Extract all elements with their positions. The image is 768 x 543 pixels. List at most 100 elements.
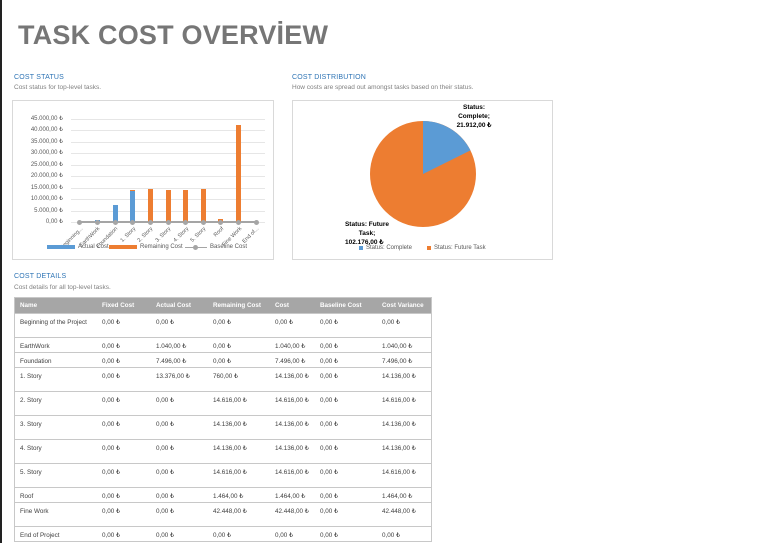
pie-label-future: Status: Future Task; 102.176,00 ₺ <box>344 221 390 246</box>
cell-value: 0,00 ₺ <box>315 313 377 338</box>
cell-task-name: EarthWork <box>14 337 97 353</box>
cell-task-name: 3. Story <box>14 415 97 440</box>
cell-value: 0,00 ₺ <box>151 415 208 440</box>
cell-task-name: End of Project <box>14 526 97 542</box>
cell-value: 0,00 ₺ <box>151 502 208 527</box>
column-header-actual-cost: Actual Cost <box>151 297 208 314</box>
legend-swatch-remaining <box>109 245 137 249</box>
y-axis-tick: 25.000,00 ₺ <box>30 161 63 168</box>
legend-swatch-actual <box>47 245 75 249</box>
gridline <box>71 164 265 166</box>
cell-value: 0,00 ₺ <box>208 313 270 338</box>
y-axis-tick: 35.000,00 ₺ <box>30 138 63 145</box>
cell-value: 0,00 ₺ <box>270 313 315 338</box>
baseline-point <box>236 219 242 225</box>
baseline-point <box>77 219 83 225</box>
pie-label-complete: Status: Complete; 21.912,00 ₺ <box>456 104 492 129</box>
gridline <box>71 141 265 143</box>
cell-value: 0,00 ₺ <box>97 313 151 338</box>
cell-value: 0,00 ₺ <box>377 526 432 542</box>
legend-baseline-cost: Baseline Cost <box>185 244 247 250</box>
cost-details-heading: COST DETAILS <box>14 273 67 280</box>
cell-value: 0,00 ₺ <box>208 337 270 353</box>
baseline-point <box>165 219 171 225</box>
gridline <box>71 119 265 120</box>
cell-value: 0,00 ₺ <box>151 463 208 488</box>
table-row: 2. Story 0,00 ₺ 0,00 ₺ 14.616,00 ₺ 14.616,00… <box>14 391 432 416</box>
baseline-point <box>183 219 189 225</box>
cell-task-name: Beginning of the Project <box>14 313 97 338</box>
bar-remaining-cost <box>183 189 189 222</box>
cell-task-name: Fine Work <box>14 502 97 527</box>
cell-value: 14.136,00 ₺ <box>270 415 315 440</box>
y-axis-tick: 15.000,00 ₺ <box>30 184 63 191</box>
cell-value: 760,00 ₺ <box>208 367 270 392</box>
cell-value: 0,00 ₺ <box>151 313 208 338</box>
cell-value: 0,00 ₺ <box>97 391 151 416</box>
cost-status-heading: COST STATUS <box>14 74 65 81</box>
cell-value: 0,00 ₺ <box>315 391 377 416</box>
cell-value: 0,00 ₺ <box>151 391 208 416</box>
cost-distribution-heading: COST DISTRIBUTION <box>292 74 367 81</box>
gridline <box>71 176 265 178</box>
cell-value: 0,00 ₺ <box>315 526 377 542</box>
bar-actual-cost <box>130 191 136 222</box>
column-header-baseline-cost: Baseline Cost <box>315 297 377 314</box>
legend-label: Baseline Cost <box>210 244 248 250</box>
cell-task-name: 2. Story <box>14 391 97 416</box>
cell-value: 14.136,00 ₺ <box>377 439 432 464</box>
cell-value: 14.616,00 ₺ <box>377 463 432 488</box>
gridline <box>71 153 265 155</box>
cell-value: 0,00 ₺ <box>151 487 208 503</box>
baseline-point <box>130 219 136 225</box>
cell-value: 14.616,00 ₺ <box>208 391 270 416</box>
column-header-cost-variance: Cost Variance <box>377 297 432 314</box>
gridline <box>71 187 265 189</box>
table-row: EarthWork 0,00 ₺ 1.040,00 ₺ 0,00 ₺ 1.040,00 … <box>14 337 432 353</box>
cell-value: 0,00 ₺ <box>97 439 151 464</box>
cell-value: 14.616,00 ₺ <box>208 463 270 488</box>
cell-value: 42.448,00 ₺ <box>208 502 270 527</box>
cell-value: 14.616,00 ₺ <box>377 391 432 416</box>
cell-value: 1.040,00 ₺ <box>270 337 315 353</box>
table-header-row: Name Fixed Cost Actual Cost Remaining Co… <box>14 297 432 314</box>
column-header-remaining-cost: Remaining Cost <box>208 297 270 314</box>
cell-value: 0,00 ₺ <box>151 526 208 542</box>
cell-value: 0,00 ₺ <box>208 526 270 542</box>
cell-value: 0,00 ₺ <box>97 463 151 488</box>
table-row: Fine Work 0,00 ₺ 0,00 ₺ 42.448,00 ₺ 42.448,0… <box>14 502 432 527</box>
cell-value: 14.136,00 ₺ <box>270 439 315 464</box>
legend-label: Remaining Cost <box>140 244 183 250</box>
cell-value: 14.136,00 ₺ <box>208 439 270 464</box>
cell-value: 0,00 ₺ <box>97 415 151 440</box>
table-row: 4. Story 0,00 ₺ 0,00 ₺ 14.136,00 ₺ 14.136,00… <box>14 439 432 464</box>
cell-task-name: 4. Story <box>14 439 97 464</box>
baseline-point <box>200 219 206 225</box>
legend-label: Status: Future Task <box>434 245 486 251</box>
y-axis-tick: 45.000,00 ₺ <box>30 116 63 122</box>
legend-swatch-baseline <box>185 244 207 250</box>
cost-distribution-chart: Status: Complete; 21.912,00 ₺ Status: Fu… <box>292 100 553 260</box>
cell-task-name: Roof <box>14 487 97 503</box>
bar-remaining-cost <box>236 124 242 222</box>
baseline-point <box>218 219 224 225</box>
baseline-point <box>112 219 118 225</box>
cell-value: 14.136,00 ₺ <box>377 415 432 440</box>
cell-value: 0,00 ₺ <box>315 439 377 464</box>
table-row: 3. Story 0,00 ₺ 0,00 ₺ 14.136,00 ₺ 14.136,00… <box>14 415 432 440</box>
bar-actual-cost <box>112 204 118 222</box>
cell-value: 0,00 ₺ <box>315 502 377 527</box>
table-row: Roof 0,00 ₺ 0,00 ₺ 1.464,00 ₺ 1.464,00 ₺ 0,00… <box>14 487 432 503</box>
table-row: End of Project 0,00 ₺ 0,00 ₺ 0,00 ₺ 0,00 ₺ 0,… <box>14 526 432 542</box>
cell-value: 7.496,00 ₺ <box>270 352 315 368</box>
table-row: 5. Story 0,00 ₺ 0,00 ₺ 14.616,00 ₺ 14.616,00… <box>14 463 432 488</box>
cell-task-name: Foundation <box>14 352 97 368</box>
cost-status-chart: 45.000,00 ₺ 40.000,00 ₺ 35.000,00 ₺ 30.000,… <box>12 100 274 260</box>
table-row: 1. Story 0,00 ₺ 13.376,00 ₺ 760,00 ₺ 14.136,… <box>14 367 432 392</box>
cell-value: 14.136,00 ₺ <box>208 415 270 440</box>
cell-value: 1.464,00 ₺ <box>270 487 315 503</box>
cell-value: 1.464,00 ₺ <box>208 487 270 503</box>
baseline-point <box>147 219 153 225</box>
cell-value: 7.496,00 ₺ <box>377 352 432 368</box>
baseline-point <box>253 219 259 225</box>
